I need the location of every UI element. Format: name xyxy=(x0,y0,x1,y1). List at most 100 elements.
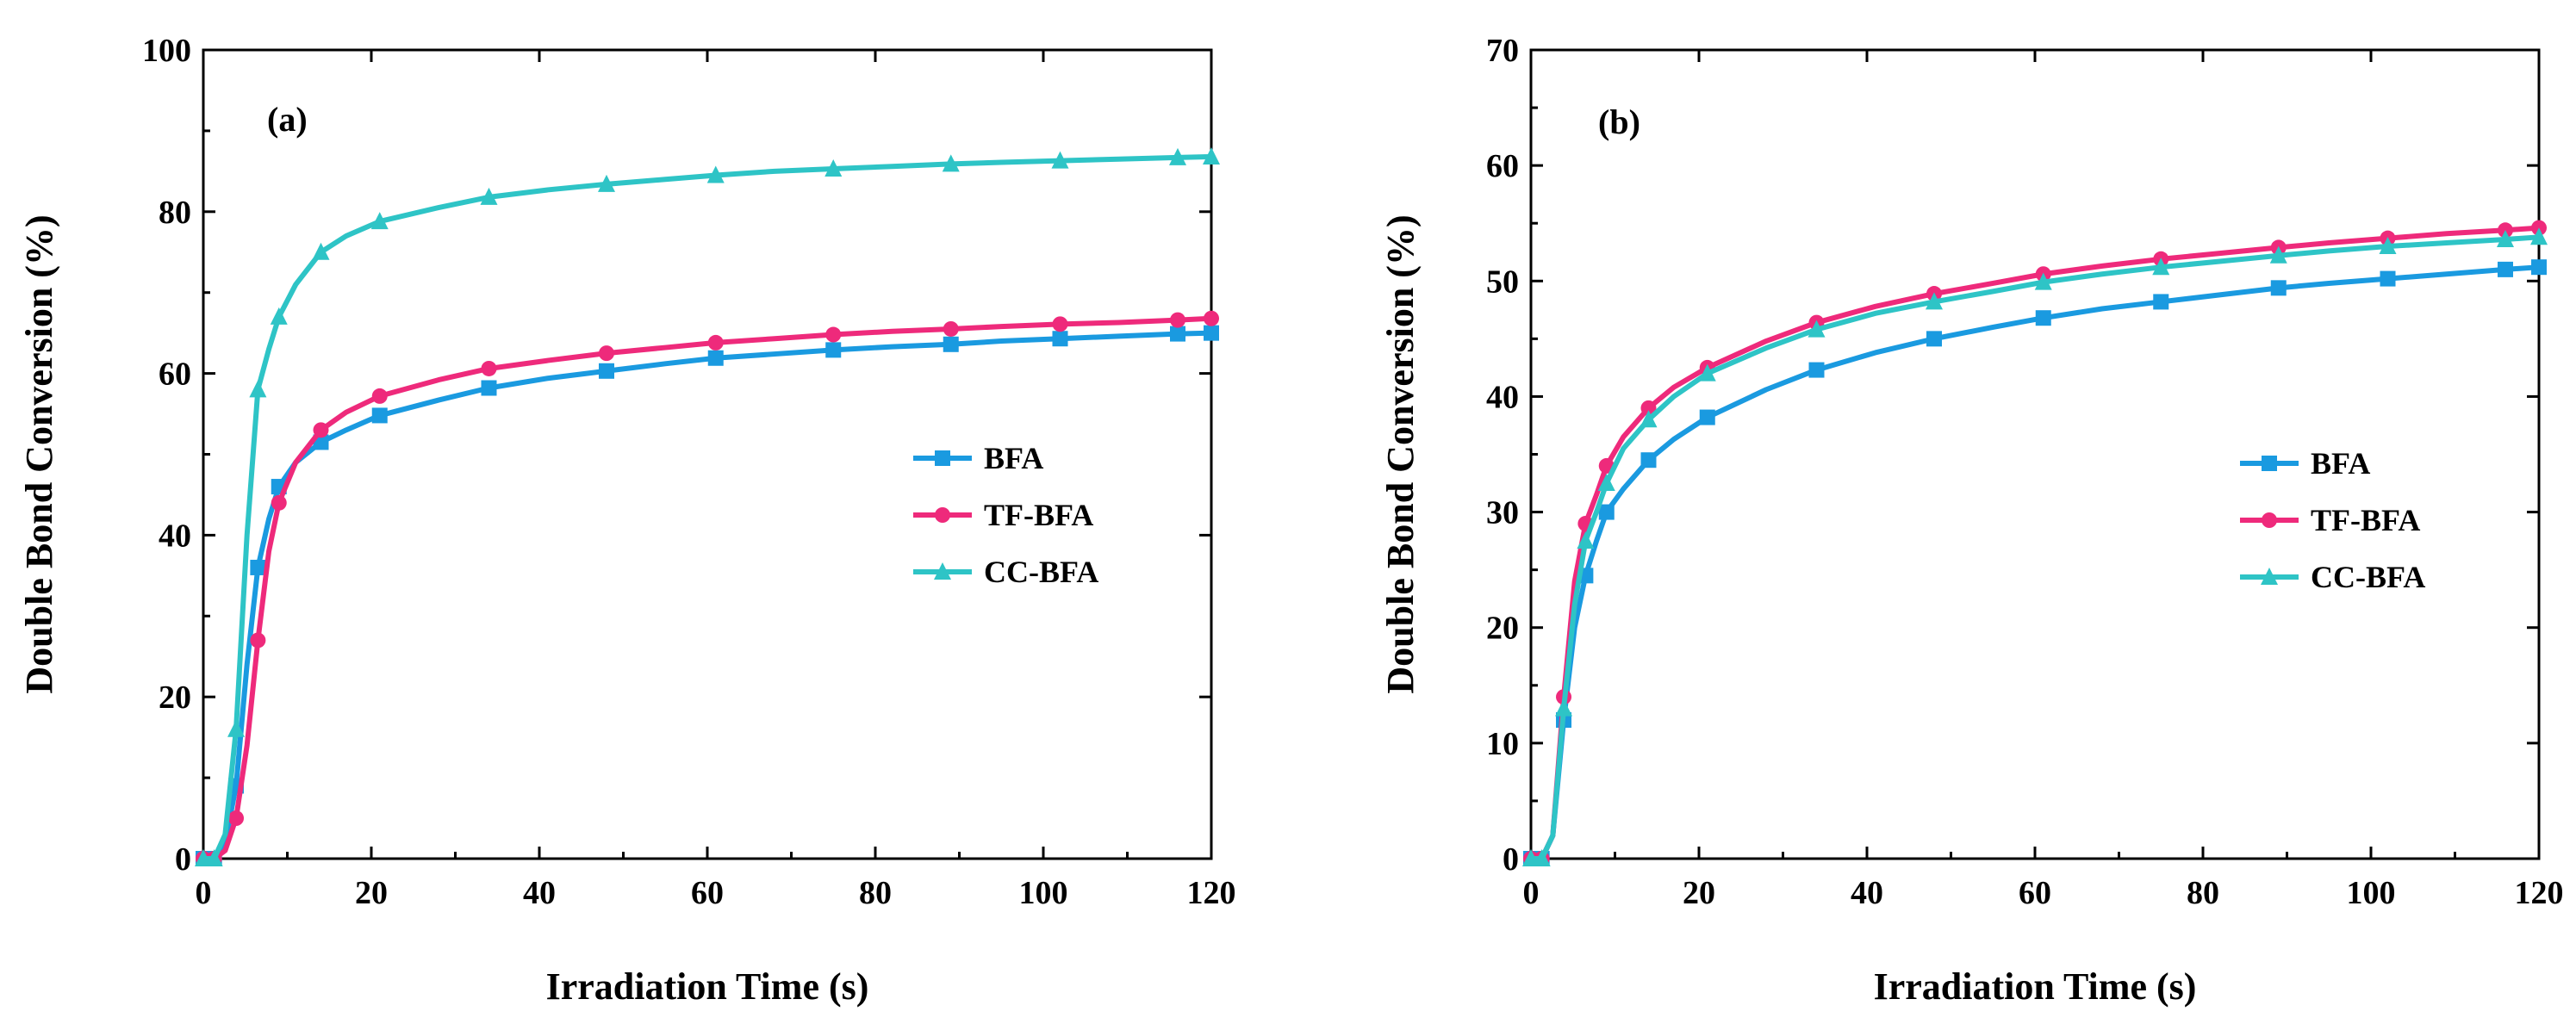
x-tick-label: 100 xyxy=(2347,875,2396,911)
legend-marker-bfa xyxy=(2262,456,2277,471)
legend: BFA TF-BFA CC-BFA xyxy=(2240,446,2425,594)
legend-label-tf-bfa: TF-BFA xyxy=(2311,503,2420,537)
plot-frame xyxy=(1529,48,2541,860)
y-tick-label: 20 xyxy=(159,680,191,716)
data-point-cc-bfa xyxy=(249,380,267,398)
series-tf-bfa xyxy=(196,310,1219,866)
y-tick-label: 20 xyxy=(1486,611,1519,647)
panel-label: (b) xyxy=(1598,102,1640,141)
series-cc-bfa xyxy=(195,146,1220,866)
data-point-bfa xyxy=(943,336,959,352)
data-point-cc-bfa xyxy=(1522,849,1540,866)
x-tick-label: 120 xyxy=(2515,875,2564,911)
data-point-tf-bfa xyxy=(371,388,388,404)
x-tick-label: 60 xyxy=(691,875,724,911)
data-point-bfa xyxy=(599,363,614,379)
data-point-cc-bfa xyxy=(1203,146,1220,164)
y-tick-label: 60 xyxy=(159,357,191,393)
data-point-cc-bfa xyxy=(2034,272,2052,290)
data-point-cc-bfa xyxy=(942,154,960,172)
data-point-bfa xyxy=(1204,325,1219,341)
data-point-cc-bfa xyxy=(312,242,330,260)
data-point-cc-bfa xyxy=(598,174,615,192)
x-tick-label: 20 xyxy=(1683,875,1715,911)
y-tick-label: 40 xyxy=(1486,379,1519,415)
data-point-bfa xyxy=(2380,270,2396,287)
data-point-tf-bfa xyxy=(481,360,497,376)
y-tick-label: 50 xyxy=(1486,264,1519,300)
panel-label: (a) xyxy=(267,100,308,139)
y-tick-label: 0 xyxy=(175,841,191,878)
data-point-bfa xyxy=(1640,452,1657,469)
data-point-cc-bfa xyxy=(1533,849,1551,866)
y-tick-label: 10 xyxy=(1486,726,1519,762)
data-point-cc-bfa xyxy=(270,307,288,325)
x-tick-label: 80 xyxy=(2187,875,2219,911)
data-point-cc-bfa xyxy=(1640,410,1658,428)
data-point-tf-bfa xyxy=(943,320,959,337)
y-tick-label: 0 xyxy=(1503,841,1519,878)
data-point-cc-bfa xyxy=(1808,320,1826,338)
y-tick-label: 70 xyxy=(1486,33,1519,69)
data-point-cc-bfa xyxy=(1555,698,1573,717)
data-point-bfa xyxy=(1052,331,1068,347)
data-point-bfa xyxy=(1598,504,1615,520)
data-point-bfa xyxy=(1170,326,1185,342)
data-point-cc-bfa xyxy=(2379,237,2397,255)
data-point-tf-bfa xyxy=(250,632,266,649)
data-point-cc-bfa xyxy=(2152,258,2170,276)
data-point-bfa xyxy=(250,559,266,575)
legend-marker-cc-bfa xyxy=(934,562,951,580)
data-point-cc-bfa xyxy=(1051,151,1069,169)
data-point-bfa xyxy=(371,407,388,424)
data-point-tf-bfa xyxy=(707,334,724,351)
x-tick-label: 40 xyxy=(1851,875,1883,911)
data-point-tf-bfa xyxy=(271,494,287,511)
data-point-tf-bfa xyxy=(1052,316,1068,332)
x-tick-label: 80 xyxy=(859,875,892,911)
data-point-cc-bfa xyxy=(1169,147,1186,165)
data-point-bfa xyxy=(2531,259,2547,276)
legend-label-cc-bfa: CC-BFA xyxy=(2311,560,2425,594)
data-point-bfa xyxy=(2270,280,2287,296)
data-point-cc-bfa xyxy=(370,212,389,230)
series-bfa xyxy=(196,325,1219,866)
legend-marker-tf-bfa xyxy=(935,507,950,523)
y-tick-label: 60 xyxy=(1486,148,1519,184)
x-axis-title: Irradiation Time (s) xyxy=(1874,965,2197,1008)
data-point-cc-bfa xyxy=(2497,229,2514,247)
data-point-tf-bfa xyxy=(1640,400,1657,416)
data-point-bfa xyxy=(707,350,724,366)
data-point-cc-bfa xyxy=(1926,292,1943,310)
legend: BFA TF-BFA CC-BFA xyxy=(913,441,1098,589)
data-point-cc-bfa xyxy=(480,187,498,205)
data-point-cc-bfa xyxy=(706,165,725,183)
legend-marker-tf-bfa xyxy=(2262,512,2277,528)
data-point-cc-bfa xyxy=(2269,245,2287,264)
legend-label-bfa: BFA xyxy=(984,441,1043,475)
x-tick-label: 20 xyxy=(355,875,388,911)
y-tick-label: 30 xyxy=(1486,495,1519,531)
data-point-cc-bfa xyxy=(1577,531,1595,549)
y-axis-title: Double Bond Conversion (%) xyxy=(18,214,60,693)
data-point-bfa xyxy=(1926,331,1942,347)
y-tick-label: 40 xyxy=(159,518,191,554)
x-tick-label: 60 xyxy=(2019,875,2051,911)
x-tick-label: 40 xyxy=(523,875,556,911)
series-line-tf-bfa xyxy=(1528,225,2542,861)
legend-marker-bfa xyxy=(935,450,950,466)
data-point-cc-bfa xyxy=(205,849,223,866)
series-line-cc-bfa xyxy=(1528,234,2542,861)
y-tick-label: 80 xyxy=(159,195,191,231)
data-point-bfa xyxy=(2153,294,2169,310)
data-point-tf-bfa xyxy=(825,326,842,343)
chart-panel-0: 0 20 40 60 80 100 120 0 20 40 60 80 100 Irradiation T… xyxy=(18,33,1236,1008)
x-tick-label: 100 xyxy=(1019,875,1068,911)
data-point-cc-bfa xyxy=(1597,474,1615,492)
data-point-cc-bfa xyxy=(195,849,212,866)
data-point-tf-bfa xyxy=(228,810,245,827)
data-point-bfa xyxy=(2035,310,2051,326)
series-line-bfa xyxy=(201,330,1214,861)
data-point-bfa xyxy=(2498,261,2513,277)
